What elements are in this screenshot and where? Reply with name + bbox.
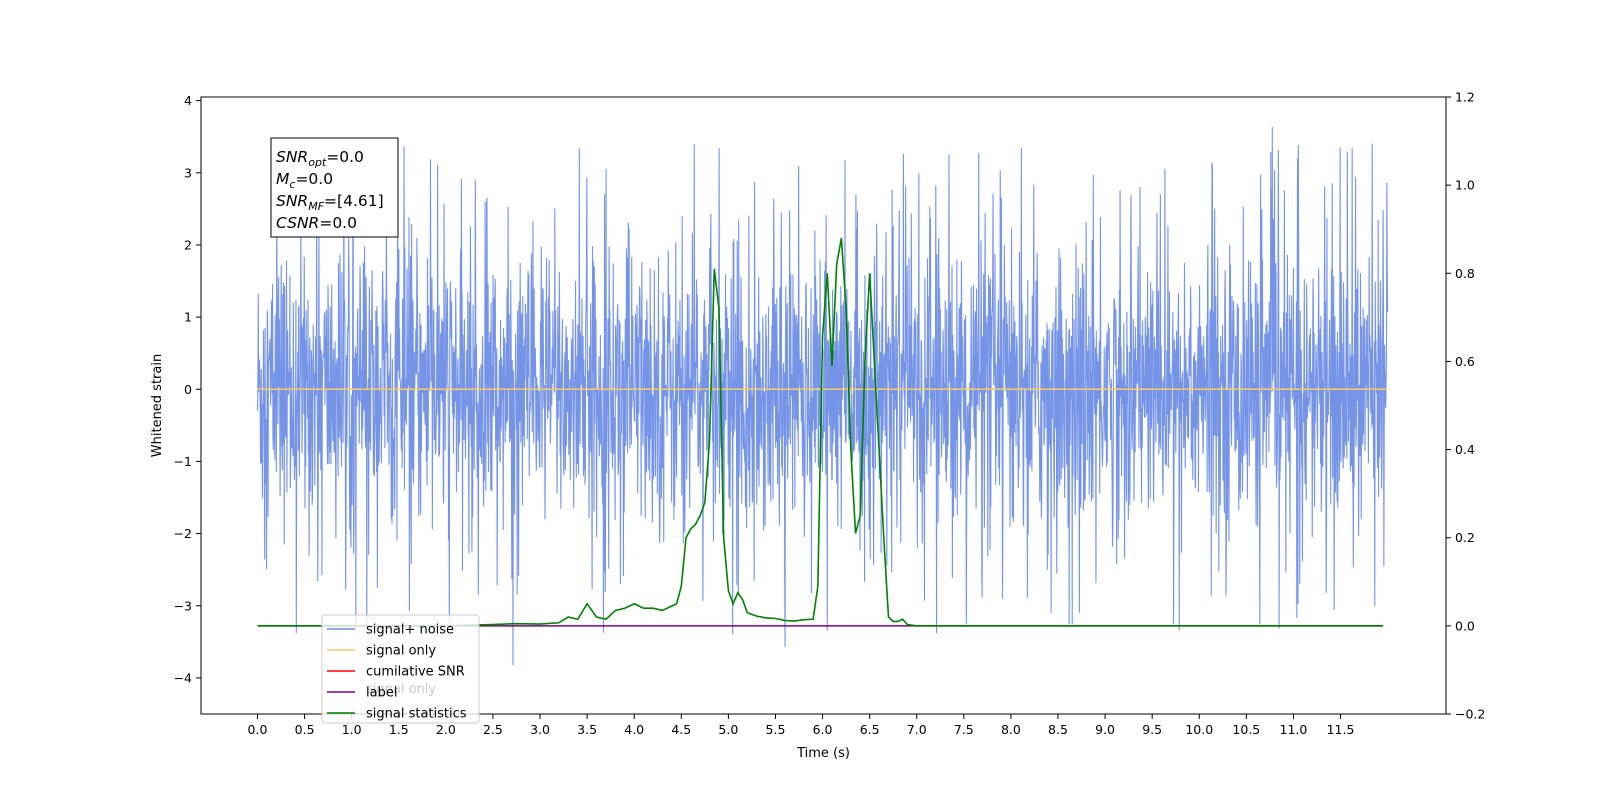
x-axis-label: Time (s) xyxy=(796,746,850,761)
x-tick-label: 3.5 xyxy=(577,722,597,737)
y-right-tick-label: −0.2 xyxy=(1455,707,1485,722)
y-left-tick-label: 0 xyxy=(184,382,192,397)
y-right-tick-label: 1.0 xyxy=(1455,178,1475,193)
y-left-tick-label: 3 xyxy=(184,165,192,180)
x-tick-label: 7.0 xyxy=(907,722,927,737)
y-right-tick-label: 1.2 xyxy=(1455,90,1475,105)
x-tick-label: 5.0 xyxy=(718,722,738,737)
x-tick-label: 4.0 xyxy=(624,722,644,737)
x-tick-label: 2.0 xyxy=(436,722,456,737)
x-tick-label: 1.5 xyxy=(389,722,409,737)
legend-hidden-text: signal only xyxy=(366,682,436,697)
y-left-tick-label: −4 xyxy=(174,670,192,685)
x-tick-label: 8.5 xyxy=(1048,722,1068,737)
y-right-tick-label: 0.8 xyxy=(1455,266,1475,281)
y-axis-label: Whitened strain xyxy=(150,354,165,457)
y-right-tick-label: 0.0 xyxy=(1455,618,1475,633)
x-tick-label: 6.0 xyxy=(813,722,833,737)
legend: signal only signal+ noise signal only cumil… xyxy=(321,614,480,724)
x-tick-label: 8.0 xyxy=(1001,722,1021,737)
x-tick-label: 0.5 xyxy=(295,722,315,737)
x-tick-label: 7.5 xyxy=(954,722,974,737)
x-tick-label: 1.0 xyxy=(342,722,362,737)
y-axis-left: 4 3 2 1 0 −1 −2 −3 −4 xyxy=(174,93,201,685)
annotation-line: Mc=0.0 xyxy=(276,170,333,191)
annotation-line: SNRMF=[4.61] xyxy=(276,192,384,213)
series-signal-statistics xyxy=(257,237,1383,627)
x-tick-label: 6.5 xyxy=(860,722,880,737)
x-tick-label: 10.5 xyxy=(1232,722,1260,737)
legend-entry-label: signal statistics xyxy=(366,707,467,722)
y-left-tick-label: −1 xyxy=(174,454,192,469)
annotation-line: SNRopt=0.0 xyxy=(276,148,364,169)
y-left-tick-label: 2 xyxy=(184,237,192,252)
y-left-tick-label: −3 xyxy=(174,598,192,613)
legend-entry-label: label xyxy=(366,686,397,701)
y-left-tick-label: 1 xyxy=(184,310,192,325)
legend-entry-label: signal only xyxy=(366,644,436,659)
x-tick-label: 4.5 xyxy=(671,722,691,737)
y-right-tick-label: 0.4 xyxy=(1455,442,1475,457)
legend-entry-label: signal+ noise xyxy=(366,623,454,638)
x-tick-label: 9.0 xyxy=(1095,722,1115,737)
x-tick-label: 5.5 xyxy=(766,722,786,737)
legend-entry-label: cumilative SNR xyxy=(366,665,465,680)
x-tick-label: 11.5 xyxy=(1327,722,1355,737)
series-signal-noise xyxy=(256,127,1389,665)
x-tick-label: 9.5 xyxy=(1142,722,1162,737)
legend-frame xyxy=(321,614,480,724)
x-tick-label: 10.0 xyxy=(1185,722,1213,737)
y-left-tick-label: −2 xyxy=(174,526,192,541)
y-axis-right: 1.2 1.0 0.8 0.6 0.4 0.2 0.0 −0.2 xyxy=(1446,90,1485,722)
axes-frame xyxy=(200,96,1447,715)
annotation-frame xyxy=(270,137,399,238)
x-tick-label: 0.0 xyxy=(248,722,268,737)
y-right-tick-label: 0.6 xyxy=(1455,354,1475,369)
x-tick-label: 2.5 xyxy=(483,722,503,737)
y-left-tick-label: 4 xyxy=(184,93,192,108)
x-tick-label: 3.0 xyxy=(530,722,550,737)
x-tick-label: 11.0 xyxy=(1280,722,1308,737)
annotation-line: CSNR=0.0 xyxy=(276,214,357,232)
x-axis: 0.0 0.5 1.0 1.5 2.0 2.5 3.0 3.5 4.0 4.5 5.0 5.5 6.0 6… xyxy=(248,714,1355,737)
y-right-tick-label: 0.2 xyxy=(1455,530,1475,545)
